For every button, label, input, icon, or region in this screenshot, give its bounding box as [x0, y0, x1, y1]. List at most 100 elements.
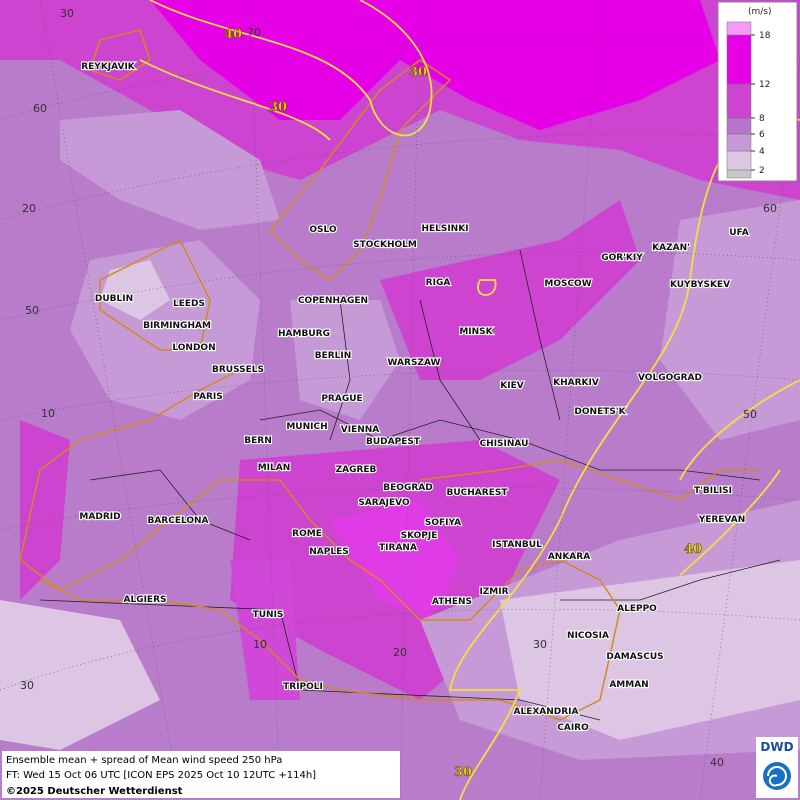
legend-label: 2	[759, 166, 765, 176]
graticule-label: 50	[25, 304, 39, 317]
footer-box	[2, 751, 400, 798]
graticule-label: 40	[710, 756, 724, 769]
wind-field	[0, 0, 800, 760]
legend-label: 8	[759, 114, 765, 124]
footer-line: FT: Wed 15 Oct 06 UTC [ICON EPS 2025 Oct…	[6, 770, 316, 781]
logo-text: DWD	[760, 740, 793, 754]
city-label: PRAGUE	[321, 394, 362, 404]
legend-units: (m/s)	[748, 7, 772, 17]
city-label: BUDAPEST	[366, 437, 421, 447]
legend-swatch	[726, 133, 752, 152]
contour-label: 40	[224, 27, 242, 42]
city-label: REYKJAVIK	[81, 62, 136, 72]
city-label: ISTANBUL	[492, 540, 542, 550]
city-label: NICOSIA	[567, 631, 609, 641]
city-label: ANKARA	[548, 552, 590, 562]
graticule-label: 10	[253, 638, 267, 651]
city-label: BEOGRAD	[383, 483, 432, 493]
legend-swatch	[726, 169, 752, 179]
legend-label: 4	[759, 147, 765, 157]
contour-label: 30	[269, 100, 287, 115]
city-label: DAMASCUS	[606, 652, 663, 662]
city-label: CAIRO	[557, 723, 589, 733]
city-label: TRIPOLI	[283, 682, 323, 692]
footer-line: ©2025 Deutscher Wetterdienst	[6, 786, 183, 797]
city-label: ALEPPO	[617, 604, 657, 614]
legend: (m/s) 2 4 6 8 12 18	[717, 1, 798, 182]
city-label: MOSCOW	[544, 279, 591, 289]
contour-label: 30	[409, 65, 427, 80]
city-label: DONETS'K	[574, 407, 626, 417]
contour-label: 40	[684, 542, 702, 557]
logo-swirl	[767, 766, 787, 787]
city-label: BUCHAREST	[447, 488, 509, 498]
city-label: BERN	[244, 436, 271, 446]
coastlines	[19, 29, 760, 721]
city-label: YEREVAN	[698, 515, 746, 525]
legend-swatch	[726, 150, 752, 171]
graticule-label: 30	[533, 638, 547, 651]
city-label: STOCKHOLM	[353, 240, 417, 250]
city-label: MINSK	[459, 327, 493, 337]
city-label: SARAJEVO	[358, 498, 410, 508]
city-label: WARSZAW	[388, 358, 441, 368]
graticule-label: 30	[20, 679, 34, 692]
legend-swatch	[726, 34, 752, 85]
city-label: OSLO	[309, 225, 337, 235]
legend-label: 12	[759, 80, 770, 90]
graticule-label: 60	[33, 102, 47, 115]
legend-swatch	[726, 83, 752, 119]
contour-label: 30	[454, 765, 472, 780]
city-label: HELSINKI	[421, 224, 468, 234]
city-label: SOFIYA	[425, 518, 461, 528]
city-label: KHARKIV	[553, 378, 599, 388]
city-label: MILAN	[258, 463, 291, 473]
graticule-label: 20	[22, 202, 36, 215]
city-label: LEEDS	[173, 299, 205, 309]
city-label: UFA	[729, 228, 748, 238]
graticule-label: 20	[393, 646, 407, 659]
city-label: RIGA	[426, 278, 451, 288]
graticule-label: 10	[41, 407, 55, 420]
city-label: KAZAN'	[652, 243, 690, 253]
city-label: VOLGOGRAD	[638, 373, 702, 383]
city-label: VIENNA	[341, 425, 380, 435]
graticule-label: 60	[763, 202, 777, 215]
city-label: HAMBURG	[278, 329, 330, 339]
city-label: NAPLES	[309, 547, 348, 557]
legend-swatch	[726, 21, 752, 36]
city-label: COPENHAGEN	[298, 296, 368, 306]
city-label: ALGIERS	[124, 595, 167, 605]
legend-label: 6	[759, 130, 765, 140]
graticule-label: 50	[743, 408, 757, 421]
city-label: IZMIR	[479, 587, 508, 597]
city-label: ZAGREB	[336, 465, 377, 475]
labels: REYKJAVIK OSLO STOCKHOLM HELSINKI RIGA MOSCOW…	[20, 7, 777, 780]
legend-label: 18	[759, 31, 771, 41]
contours	[139, 0, 800, 800]
city-label: CHISINAU	[480, 439, 529, 449]
city-label: BRUSSELS	[212, 365, 264, 375]
graticule-label: 70	[247, 26, 261, 39]
city-label: ALEXANDRIA	[514, 707, 579, 717]
city-label: KUYBYSKEV	[670, 280, 730, 290]
footer-line: Ensemble mean + spread of Mean wind spee…	[6, 755, 282, 766]
city-label: TUNIS	[253, 610, 284, 620]
city-label: BERLIN	[315, 351, 352, 361]
city-label: T'BILISI	[694, 486, 732, 496]
city-label: BARCELONA	[147, 516, 208, 526]
city-label: KIEV	[500, 381, 523, 391]
city-label: GOR'KIY	[601, 253, 643, 263]
city-label: BIRMINGHAM	[143, 321, 211, 331]
city-label: MUNICH	[286, 422, 327, 432]
city-label: AMMAN	[609, 680, 648, 690]
legend-bar: 2 4 6 8 12 18	[726, 21, 771, 179]
city-label: SKOPJE	[401, 531, 438, 541]
legend-swatch	[726, 117, 752, 135]
city-label: ROME	[292, 529, 322, 539]
city-label: DUBLIN	[95, 294, 133, 304]
city-label: TIRANA	[379, 543, 417, 553]
city-label: ATHENS	[432, 597, 472, 607]
city-label: MADRID	[79, 512, 120, 522]
